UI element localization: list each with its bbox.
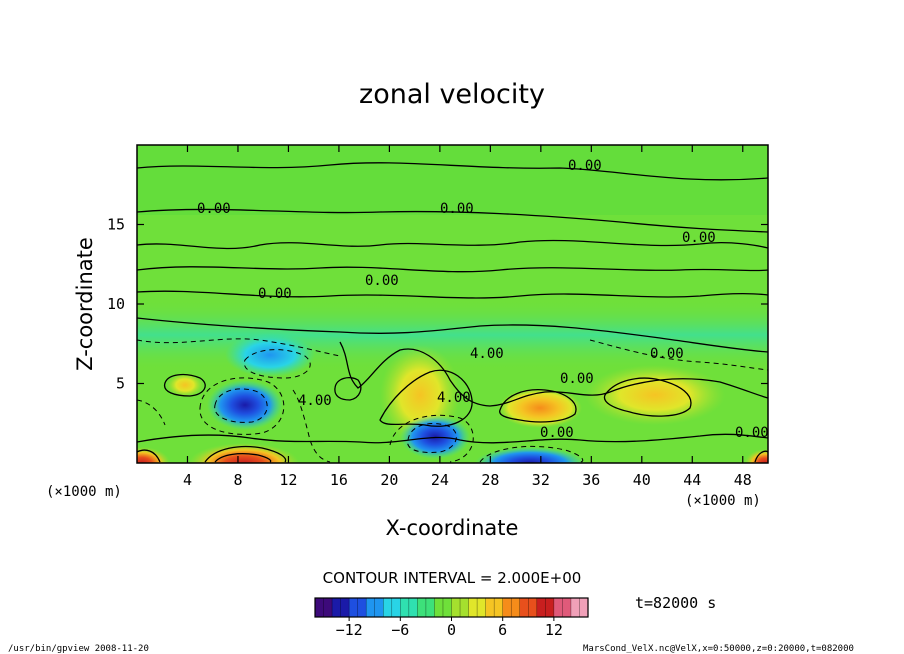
contour-label: 4.00 <box>437 390 471 406</box>
colorbar-segment <box>579 598 589 617</box>
contour-label: 0.00 <box>650 346 684 362</box>
x-tick-label: 4 <box>183 471 192 489</box>
contour-label: 4.00 <box>298 393 332 409</box>
colorbar-segment <box>357 598 367 617</box>
plot-field <box>137 145 768 463</box>
colorbar-tick-label: −6 <box>391 621 409 639</box>
x-unit-left: (×1000 m) <box>46 484 122 500</box>
colorbar-segment <box>442 598 453 617</box>
y-tick-label: 5 <box>116 375 125 393</box>
colorbar-tick-label: 12 <box>545 621 563 639</box>
colorbar-segment <box>400 598 410 617</box>
colorbar-segment <box>528 598 538 617</box>
colorbar-segment <box>485 598 495 617</box>
red-max <box>137 447 170 463</box>
colorbar-segment <box>562 598 572 617</box>
colorbar-segment <box>468 598 478 617</box>
colorbar-segment <box>434 598 444 617</box>
footer-left: /usr/bin/gpview 2008-11-20 <box>8 644 149 654</box>
x-tick-label: 44 <box>683 471 701 489</box>
colorbar-segment <box>502 598 512 617</box>
contour-label: 0.00 <box>682 230 716 246</box>
colorbar-ticks: −12 −6 0 6 12 <box>336 617 563 639</box>
yellow-patch <box>167 373 203 397</box>
colorbar-tick-label: 6 <box>498 621 507 639</box>
colorbar-segment <box>332 598 342 617</box>
x-tick-label: 28 <box>481 471 499 489</box>
colorbar-segment <box>374 598 384 617</box>
colorbar-segment <box>417 598 427 617</box>
colorbar-segment <box>460 598 470 617</box>
contour-label: 0.00 <box>560 371 594 387</box>
contour-label: 0.00 <box>540 425 574 441</box>
x-tick-label: 16 <box>330 471 348 489</box>
x-tick-label: 36 <box>582 471 600 489</box>
time-text: t=82000 s <box>635 594 716 612</box>
colorbar-tick-label: 0 <box>447 621 456 639</box>
y-tick-label: 15 <box>107 216 125 234</box>
y-axis-label: Z-coordinate <box>73 237 97 371</box>
x-axis-label: X-coordinate <box>386 516 519 540</box>
red-max <box>189 443 299 463</box>
contour-label: 0.00 <box>365 273 399 289</box>
contour-labels: 0.00 0.00 0.00 0.00 0.00 0.00 4.00 4.00 0.00 0.00… <box>197 158 769 441</box>
cyan-patch <box>225 333 315 377</box>
contour-label: 4.00 <box>470 346 504 362</box>
contour-label: 0.00 <box>258 286 292 302</box>
colorbar-segment <box>383 598 393 617</box>
x-tick-label: 8 <box>233 471 242 489</box>
contour-label: 0.00 <box>197 201 231 217</box>
colorbar-segment <box>366 598 376 617</box>
x-axis: 4 8 12 16 20 24 28 32 36 40 44 48 <box>183 145 752 489</box>
colorbar-segment <box>570 598 581 617</box>
chart-title: zonal velocity <box>359 79 545 110</box>
colorbar-segment <box>451 598 461 617</box>
contour-label: 0.00 <box>735 425 769 441</box>
x-tick-label: 20 <box>380 471 398 489</box>
y-tick-label: 10 <box>107 295 125 313</box>
colorbar-segment <box>408 598 418 617</box>
contour-interval-text: CONTOUR INTERVAL = 2.000E+00 <box>323 569 582 587</box>
upper-band <box>137 145 768 215</box>
contour-label: 0.00 <box>440 201 474 217</box>
colorbar-segment <box>323 598 333 617</box>
colorbar-segment <box>545 598 555 617</box>
colorbar-segment <box>519 598 529 617</box>
colorbar-tick-label: −12 <box>336 621 363 639</box>
colorbar-segment <box>340 598 350 617</box>
colorbar-segment <box>536 598 546 617</box>
y-axis: 5 10 15 <box>107 216 768 393</box>
colorbar-segment <box>391 598 401 617</box>
blue-min <box>207 380 283 430</box>
x-tick-label: 48 <box>734 471 752 489</box>
x-tick-label: 12 <box>279 471 297 489</box>
colorbar-segment <box>511 598 521 617</box>
contour-label: 0.00 <box>568 158 602 174</box>
contour-lines <box>137 162 768 463</box>
colorbar-segment <box>315 598 325 617</box>
x-tick-label: 40 <box>633 471 651 489</box>
negative-contour-lines <box>137 338 768 463</box>
yellow-patch <box>585 365 725 425</box>
colorbar-segment <box>477 598 487 617</box>
x-tick-label: 32 <box>532 471 550 489</box>
colorbar-segment <box>425 598 436 617</box>
colorbar-segment <box>349 598 359 617</box>
footer-right: MarsCond_VelX.nc@VelX,x=0:50000,z=0:2000… <box>583 644 854 654</box>
colorbar-segment <box>553 598 564 617</box>
colorbar-segment <box>494 598 504 617</box>
blue-min <box>475 447 585 463</box>
x-tick-label: 24 <box>431 471 449 489</box>
colorbar <box>314 598 589 617</box>
x-unit-right: (×1000 m) <box>685 493 761 509</box>
